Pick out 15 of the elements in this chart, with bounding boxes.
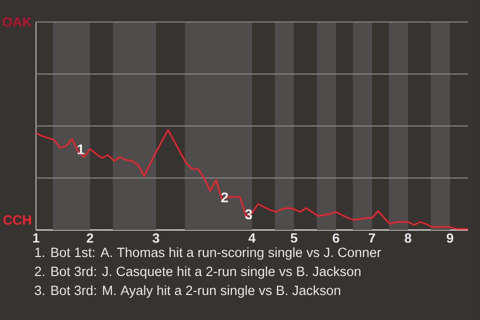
x-tick-label: 2	[86, 233, 94, 243]
x-tick-label: 7	[368, 233, 376, 243]
x-tick-label: 8	[404, 233, 412, 243]
text: 1. Bot 1st: A. Thomas hit a run-scoring single vs J. Conner	[35, 247, 382, 260]
text: 2. Bot 3rd: J. Casquete hit a 2-run single vs B. Jackson	[34, 266, 360, 279]
x-tick-label: 6	[332, 233, 340, 243]
x-tick-label: 4	[248, 233, 256, 243]
x-tick-label: 9	[446, 233, 454, 243]
annotation: 1	[78, 144, 84, 154]
text: 3. Bot 3rd: M. Ayaly hit a 2-run single vs B. Jackson	[34, 285, 340, 298]
x-tick-label: 5	[290, 233, 298, 243]
x-tick-label: 3	[152, 233, 160, 243]
x-tick-label: 1	[33, 233, 40, 243]
text: CCH	[3, 215, 31, 225]
text: OAK	[2, 17, 32, 27]
